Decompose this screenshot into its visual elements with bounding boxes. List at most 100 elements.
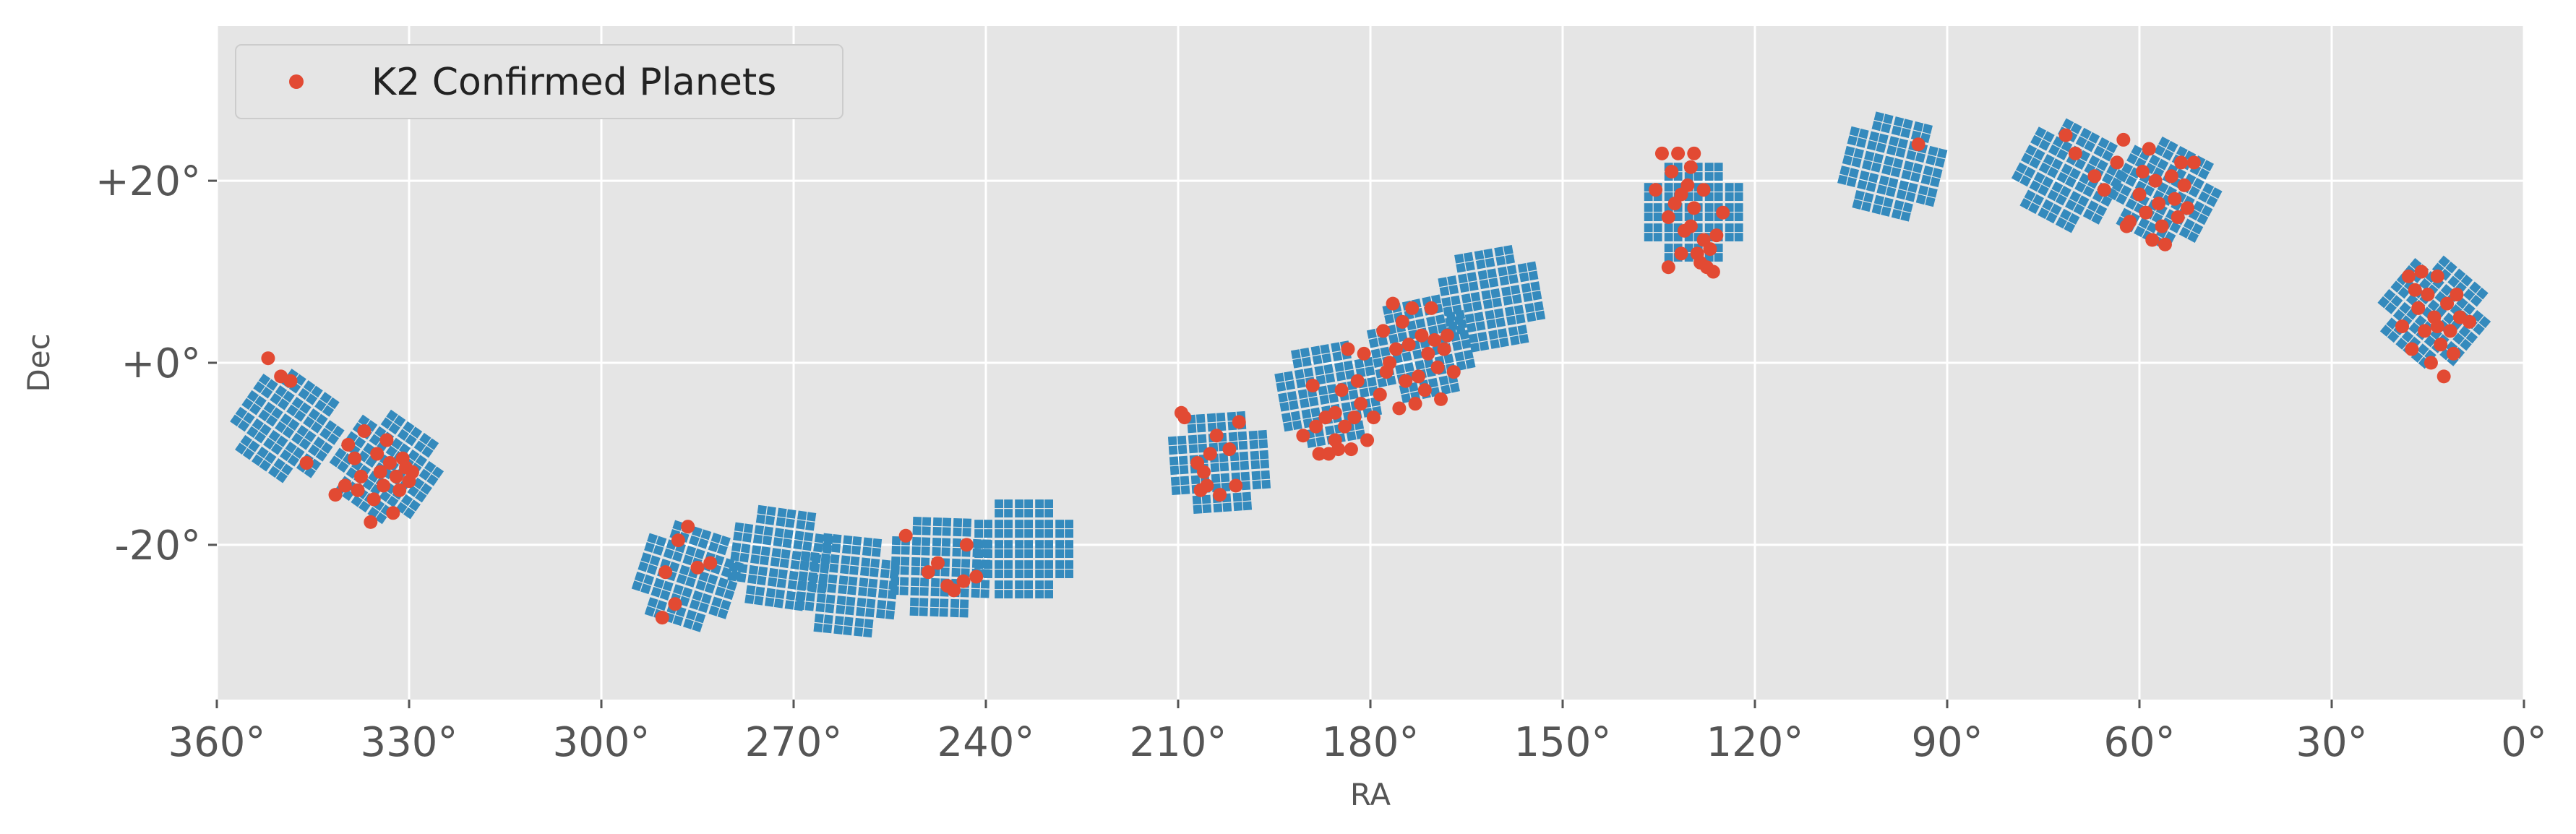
ccd-channel (235, 442, 247, 455)
ccd-channel (682, 587, 693, 598)
planet-point (1357, 346, 1371, 361)
ccd-channel (911, 577, 920, 587)
ccd-channel (2154, 145, 2165, 157)
ccd-channel (1856, 137, 1867, 148)
ccd-channel (950, 598, 960, 609)
ccd-channel (2088, 132, 2100, 144)
ccd-channel (1180, 476, 1190, 486)
ccd-channel (930, 587, 940, 597)
ccd-channel (1673, 212, 1683, 221)
ccd-channel (984, 540, 992, 549)
ccd-channel (1015, 499, 1023, 508)
ccd-channel (1394, 364, 1405, 374)
ccd-channel (1895, 147, 1906, 158)
ccd-channel (825, 594, 836, 604)
ccd-channel (1443, 306, 1454, 317)
ccd-channel (2015, 162, 2027, 174)
ccd-channel (776, 517, 786, 527)
planet-point (2068, 146, 2082, 160)
ccd-channel (1024, 520, 1033, 528)
ccd-channel (305, 393, 318, 405)
ccd-channel (959, 609, 969, 618)
x-tick-label: 330° (361, 719, 458, 766)
ccd-channel (1704, 253, 1714, 262)
ccd-channel (1167, 436, 1177, 446)
planet-point (1213, 488, 1227, 502)
ccd-channel (1314, 365, 1325, 376)
ccd-channel (797, 580, 807, 590)
ccd-channel (1876, 142, 1886, 153)
ccd-channel (2075, 136, 2087, 148)
ccd-channel (322, 405, 335, 417)
ccd-channel (1488, 330, 1498, 340)
ccd-channel (995, 580, 1003, 589)
ccd-channel (291, 397, 304, 409)
ccd-channel (1500, 286, 1511, 297)
ccd-channel (1171, 486, 1181, 496)
ccd-channel (912, 516, 922, 526)
ccd-channel (2478, 316, 2491, 328)
ccd-channel (2048, 144, 2060, 156)
ccd-channel (911, 546, 921, 556)
planet-point (1229, 478, 1243, 493)
ccd-channel (1644, 233, 1653, 241)
ccd-channel (1306, 438, 1317, 448)
ccd-channel (1233, 502, 1243, 512)
ccd-channel (796, 520, 806, 530)
ccd-channel (2032, 194, 2044, 206)
ccd-channel (2055, 217, 2067, 229)
ccd-channel (1035, 499, 1044, 508)
ccd-channel (901, 556, 910, 566)
ccd-channel (782, 538, 792, 549)
ccd-channel (1216, 421, 1227, 431)
ccd-channel (303, 380, 316, 392)
ccd-channel (1004, 540, 1013, 549)
planet-point (1312, 447, 1326, 461)
ccd-channel (1517, 324, 1528, 335)
planet-point (1408, 397, 1422, 411)
ccd-channel (1653, 192, 1662, 201)
planet-point (681, 520, 695, 534)
ccd-channel (298, 387, 310, 400)
planet-point (1350, 374, 1365, 388)
ccd-channel (335, 447, 347, 460)
planet-point (261, 351, 275, 366)
ccd-channel (1308, 396, 1319, 407)
ccd-channel (1886, 186, 1897, 197)
ccd-channel (662, 580, 674, 592)
ccd-channel (781, 549, 791, 559)
ccd-channel (1380, 346, 1391, 357)
ccd-channel (1871, 204, 1882, 215)
planet-point (668, 597, 682, 611)
ccd-channel (2452, 332, 2465, 345)
ccd-channel (1292, 358, 1302, 369)
ccd-channel (2401, 330, 2414, 343)
ccd-channel (744, 594, 755, 604)
ccd-channel (230, 414, 242, 426)
ccd-channel (2088, 155, 2100, 167)
ccd-channel (1704, 223, 1714, 232)
ccd-channel (1279, 402, 1290, 412)
ccd-channel (1448, 284, 1459, 295)
planet-point (1665, 165, 1679, 179)
ccd-channel (2476, 287, 2489, 300)
ccd-channel (1479, 279, 1490, 290)
ccd-channel (353, 437, 366, 449)
ccd-channel (2470, 294, 2483, 307)
ccd-channel (900, 566, 909, 575)
ccd-channel (2042, 199, 2054, 211)
ccd-channel (852, 536, 862, 546)
ccd-channel (746, 585, 756, 595)
ccd-channel (251, 454, 264, 467)
planet-point (2174, 155, 2189, 170)
planet-point (655, 611, 669, 625)
ccd-channel (1725, 233, 1734, 241)
ccd-channel (1318, 385, 1328, 396)
ccd-channel (1441, 296, 1451, 307)
planet-point (1412, 369, 1425, 384)
ccd-channel (1913, 121, 1924, 132)
ccd-channel (1261, 470, 1271, 480)
ccd-channel (2460, 338, 2472, 351)
y-tick-labels: +20° +0° -20° (95, 158, 217, 569)
ccd-channel (408, 449, 420, 462)
